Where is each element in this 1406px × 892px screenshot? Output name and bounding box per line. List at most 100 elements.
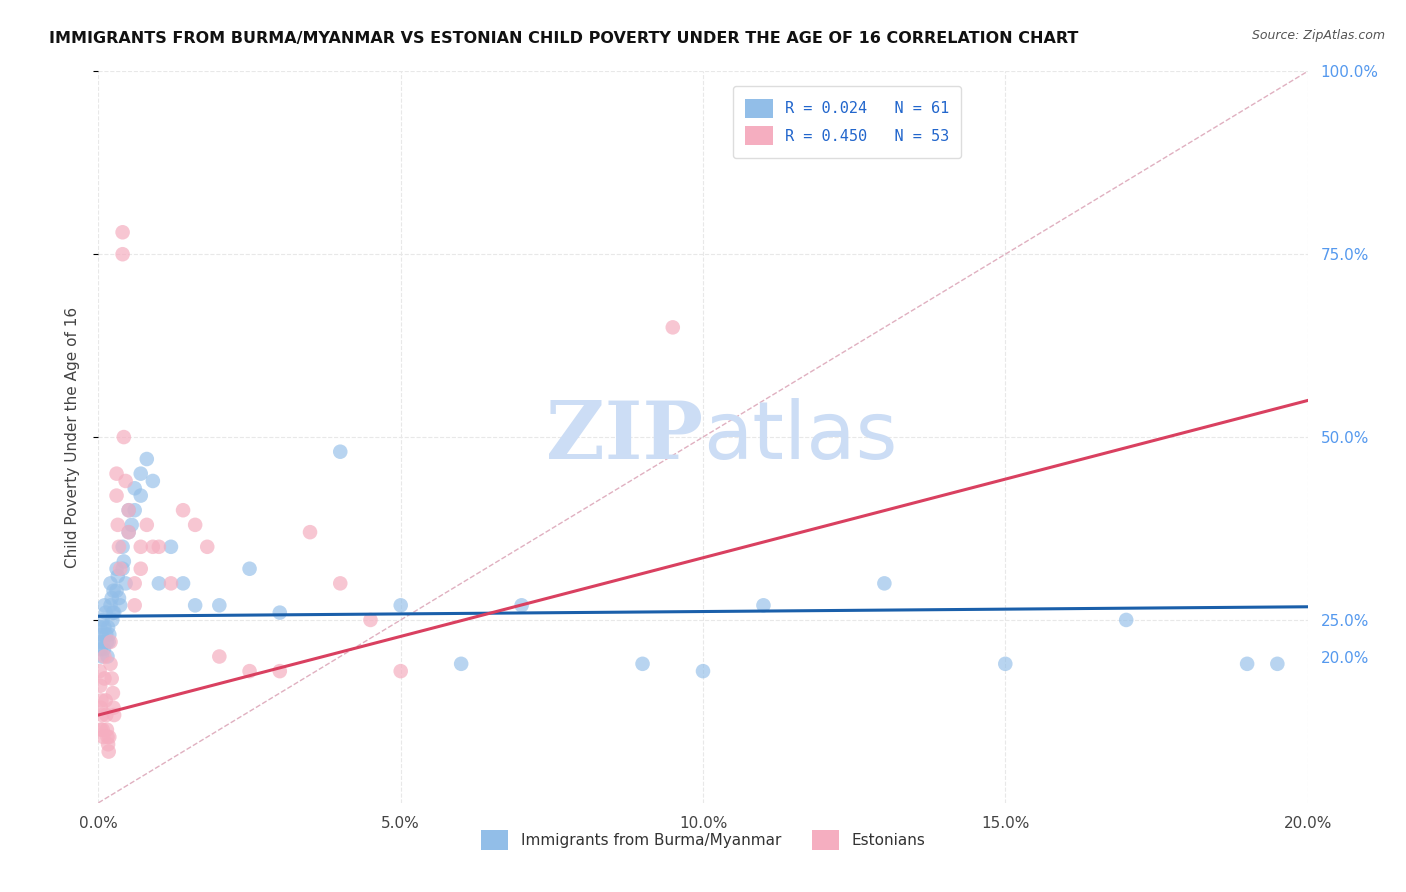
Point: [661, 320, 683, 334]
Point: [118, 525, 141, 540]
Point: [135, 517, 157, 532]
Point: [239, 664, 262, 678]
Point: [389, 599, 412, 613]
Point: [148, 576, 170, 591]
Point: [89, 679, 111, 693]
Point: [129, 540, 152, 554]
Point: [91, 649, 114, 664]
Point: [108, 599, 131, 613]
Point: [101, 606, 124, 620]
Point: [100, 591, 122, 605]
Point: [114, 474, 136, 488]
Point: [269, 606, 291, 620]
Point: [111, 225, 134, 239]
Point: [94, 693, 117, 707]
Point: [112, 430, 135, 444]
Point: [94, 606, 117, 620]
Point: [107, 517, 129, 532]
Point: [1115, 613, 1137, 627]
Point: [269, 664, 291, 678]
Point: [93, 620, 115, 634]
Point: [90, 642, 112, 657]
Point: [100, 635, 122, 649]
Point: [111, 562, 134, 576]
Point: [90, 700, 112, 714]
Point: [91, 635, 114, 649]
Point: [108, 540, 131, 554]
Point: [148, 540, 170, 554]
Point: [195, 540, 218, 554]
Point: [93, 599, 115, 613]
Point: [93, 642, 115, 657]
Point: [184, 599, 207, 613]
Point: [450, 657, 472, 671]
Point: [96, 730, 118, 744]
Point: [96, 635, 118, 649]
Point: [98, 730, 121, 744]
Point: [299, 525, 322, 540]
Point: [96, 627, 118, 641]
Point: [96, 723, 118, 737]
Point: [124, 481, 146, 495]
Point: [100, 657, 122, 671]
Point: [89, 620, 111, 634]
Point: [184, 517, 207, 532]
Point: [752, 599, 775, 613]
Y-axis label: Child Poverty Under the Age of 16: Child Poverty Under the Age of 16: [65, 307, 80, 567]
Point: [118, 503, 141, 517]
Point: [135, 452, 157, 467]
Point: [97, 745, 120, 759]
Point: [692, 664, 714, 678]
Point: [114, 576, 136, 591]
Point: [111, 247, 134, 261]
Point: [91, 730, 114, 744]
Point: [108, 562, 131, 576]
Point: [121, 517, 143, 532]
Point: [90, 693, 112, 707]
Point: [89, 664, 111, 678]
Point: [103, 606, 125, 620]
Point: [107, 569, 129, 583]
Text: IMMIGRANTS FROM BURMA/MYANMAR VS ESTONIAN CHILD POVERTY UNDER THE AGE OF 16 CORR: IMMIGRANTS FROM BURMA/MYANMAR VS ESTONIA…: [49, 31, 1078, 46]
Point: [91, 723, 114, 737]
Point: [124, 599, 146, 613]
Point: [239, 562, 262, 576]
Point: [160, 576, 183, 591]
Point: [129, 489, 152, 503]
Point: [160, 540, 183, 554]
Point: [118, 503, 141, 517]
Point: [142, 540, 165, 554]
Point: [101, 613, 124, 627]
Point: [631, 657, 654, 671]
Point: [1236, 657, 1258, 671]
Point: [97, 635, 120, 649]
Point: [142, 474, 165, 488]
Point: [97, 620, 120, 634]
Point: [89, 635, 111, 649]
Point: [1267, 657, 1289, 671]
Point: [873, 576, 896, 591]
Point: [118, 525, 141, 540]
Point: [105, 489, 128, 503]
Point: [90, 723, 112, 737]
Text: Source: ZipAtlas.com: Source: ZipAtlas.com: [1251, 29, 1385, 42]
Text: ZIP: ZIP: [546, 398, 703, 476]
Point: [994, 657, 1017, 671]
Point: [108, 591, 131, 605]
Point: [93, 649, 115, 664]
Point: [329, 576, 352, 591]
Point: [100, 672, 122, 686]
Point: [111, 540, 134, 554]
Point: [172, 503, 194, 517]
Point: [360, 613, 382, 627]
Point: [98, 627, 121, 641]
Point: [96, 708, 118, 723]
Point: [97, 737, 120, 751]
Point: [329, 444, 352, 458]
Point: [90, 627, 112, 641]
Point: [103, 700, 125, 714]
Point: [129, 467, 152, 481]
Point: [103, 583, 125, 598]
Point: [103, 708, 125, 723]
Point: [105, 562, 128, 576]
